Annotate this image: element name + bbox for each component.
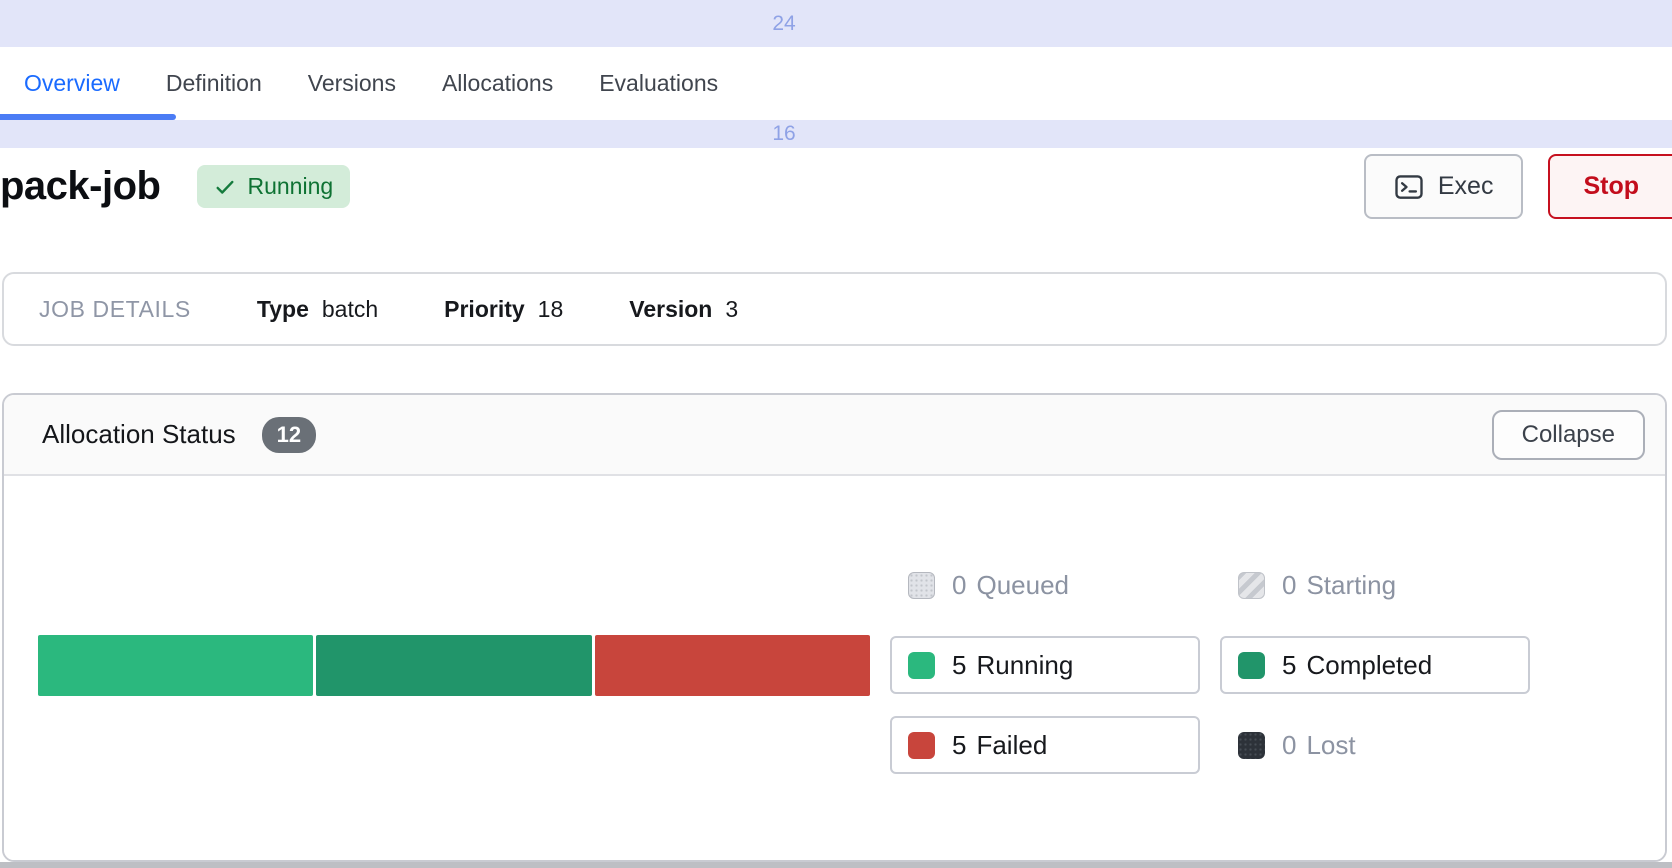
job-detail-version-label: Version xyxy=(629,295,713,322)
allocation-status-title: Allocation Status xyxy=(42,419,236,449)
bottom-margin-strip xyxy=(0,862,1672,868)
active-tab-indicator xyxy=(0,114,176,120)
lost-label: Lost xyxy=(1306,729,1356,760)
tab-versions[interactable]: Versions xyxy=(307,70,396,96)
allocation-count-badge: 12 xyxy=(261,416,317,453)
status-badge-label: Running xyxy=(247,173,334,199)
bar-segment-running[interactable] xyxy=(38,635,314,696)
completed-label: Completed xyxy=(1306,649,1433,680)
legend-item-starting: 0 Starting xyxy=(1220,556,1530,614)
completed-count: 5 xyxy=(1282,649,1297,680)
job-detail-priority-label: Priority xyxy=(444,295,525,322)
top-margin-label: 24 xyxy=(772,11,796,35)
legend-swatch-lost-icon xyxy=(1238,731,1265,759)
legend-swatch-queued-icon xyxy=(908,571,935,599)
queued-count: 0 xyxy=(952,569,967,600)
legend-item-lost: 0 Lost xyxy=(1220,716,1530,774)
job-detail-version-value: 3 xyxy=(725,295,739,322)
bar-segment-completed[interactable] xyxy=(316,635,592,696)
terminal-icon xyxy=(1395,174,1423,199)
job-detail-type-label: Type xyxy=(256,295,309,322)
tab-allocations[interactable]: Allocations xyxy=(441,70,554,96)
legend-item-running[interactable]: 5 Running xyxy=(890,636,1200,694)
failed-label: Failed xyxy=(976,729,1048,760)
legend-swatch-failed-icon xyxy=(908,731,935,759)
running-count: 5 xyxy=(952,649,967,680)
starting-count: 0 xyxy=(1282,569,1297,600)
queued-label: Queued xyxy=(976,569,1069,600)
job-details-heading: JOB DETAILS xyxy=(39,295,191,322)
allocation-status-header: Allocation Status 12 Collapse xyxy=(4,395,1665,476)
job-header: pack-job Running Exec Stop xyxy=(0,148,1672,225)
check-icon xyxy=(216,180,235,194)
legend-swatch-completed-icon xyxy=(1238,651,1265,679)
mid-margin-label: 16 xyxy=(772,122,796,145)
tab-bar: Overview Definition Versions Allocations… xyxy=(0,47,1672,120)
legend-swatch-starting-icon xyxy=(1238,571,1265,599)
allocation-bar-chart xyxy=(38,635,870,696)
job-details-card: JOB DETAILS Type batch Priority 18 Version… xyxy=(2,272,1667,346)
legend-item-queued: 0 Queued xyxy=(890,556,1200,614)
job-detail-version: Version 3 xyxy=(629,296,738,323)
legend-item-failed[interactable]: 5 Failed xyxy=(890,716,1200,774)
page-title: pack-job xyxy=(0,164,161,208)
job-detail-priority-value: 18 xyxy=(537,295,564,322)
starting-label: Starting xyxy=(1306,569,1397,600)
tab-overview[interactable]: Overview xyxy=(24,70,120,96)
status-badge: Running xyxy=(197,165,351,208)
running-label: Running xyxy=(976,649,1074,680)
job-detail-type-value: batch xyxy=(321,295,379,322)
legend-item-completed[interactable]: 5 Completed xyxy=(1220,636,1530,694)
top-margin-annotation: 24 xyxy=(0,0,1672,47)
failed-count: 5 xyxy=(952,729,967,760)
tab-evaluations[interactable]: Evaluations xyxy=(599,70,719,96)
exec-button[interactable]: Exec xyxy=(1363,154,1524,219)
exec-button-label: Exec xyxy=(1437,172,1494,200)
job-actions: Exec Stop xyxy=(1363,154,1672,219)
bar-segment-failed[interactable] xyxy=(594,635,870,696)
mid-margin-annotation: 16 xyxy=(0,120,1672,148)
stop-button[interactable]: Stop xyxy=(1548,154,1672,219)
tab-definition[interactable]: Definition xyxy=(165,70,262,96)
job-detail-type: Type batch xyxy=(257,296,378,323)
lost-count: 0 xyxy=(1282,729,1297,760)
collapse-button[interactable]: Collapse xyxy=(1491,409,1645,460)
legend-swatch-running-icon xyxy=(908,651,935,679)
stop-button-label: Stop xyxy=(1583,172,1639,200)
job-detail-priority: Priority 18 xyxy=(444,296,563,323)
